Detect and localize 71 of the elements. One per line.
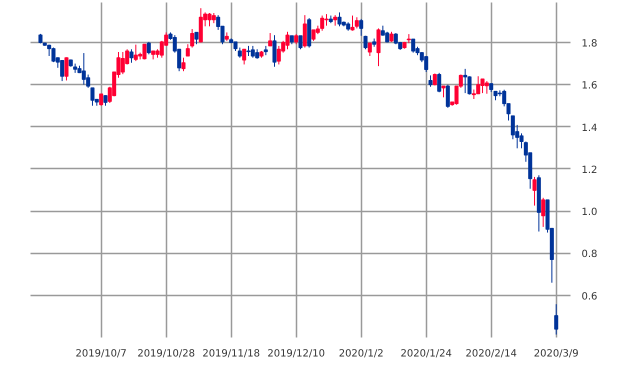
candlestick xyxy=(285,31,290,50)
y-tick-label: 1.4 xyxy=(582,122,598,134)
candlestick xyxy=(82,52,86,86)
candlestick xyxy=(146,41,151,55)
x-tick-label: 2020/2/14 xyxy=(466,348,517,360)
candlestick xyxy=(368,42,372,57)
candlestick xyxy=(246,45,251,57)
candlestick xyxy=(298,35,303,50)
candlestick xyxy=(333,14,338,26)
candlestick xyxy=(532,176,537,206)
y-tick-label: 1.8 xyxy=(582,38,598,50)
candlestick xyxy=(207,12,212,27)
candlestick xyxy=(311,29,316,42)
candlestick xyxy=(302,14,307,48)
candlestick xyxy=(337,12,342,27)
candlestick xyxy=(120,52,125,75)
candlestick xyxy=(276,45,281,65)
y-tick-label: 0.6 xyxy=(582,291,598,302)
x-tick-label: 2019/10/28 xyxy=(137,348,195,360)
candlestick xyxy=(363,35,368,50)
candlestick xyxy=(103,94,108,106)
candlestick xyxy=(484,80,489,94)
candlestick xyxy=(446,84,450,108)
candlestick xyxy=(250,45,255,58)
x-tick-label: 2020/1/24 xyxy=(400,348,452,360)
candlestick xyxy=(242,48,246,65)
candlestick xyxy=(212,12,216,24)
candlestick xyxy=(350,15,355,32)
candlestick xyxy=(463,68,468,94)
candlestick xyxy=(264,45,268,56)
candlestick xyxy=(428,74,433,88)
candlestick xyxy=(233,41,238,52)
candlestick xyxy=(320,15,324,32)
candlestick xyxy=(394,32,398,45)
candlestick xyxy=(354,16,359,29)
candlestick xyxy=(194,32,199,45)
candlestick xyxy=(541,197,546,228)
candlestick xyxy=(442,86,446,98)
candlestick xyxy=(424,56,428,73)
candlestick xyxy=(432,73,437,86)
candlestick xyxy=(272,34,277,68)
candlestick xyxy=(99,93,104,106)
x-tick-label: 2020/3/9 xyxy=(534,348,579,360)
candlestick xyxy=(268,32,272,46)
candlestick xyxy=(134,44,138,62)
candlestick xyxy=(359,18,364,36)
candlestick xyxy=(294,34,298,45)
x-tick-label: 2019/10/7 xyxy=(76,348,127,360)
candlestick xyxy=(142,44,146,60)
x-tick-label: 2020/1/2 xyxy=(338,348,384,360)
candlestick xyxy=(73,63,78,74)
candlestick xyxy=(60,60,64,82)
candlestick xyxy=(376,28,381,67)
y-tick-label: 0.8 xyxy=(582,249,598,260)
candlestick xyxy=(324,14,329,26)
candlestick xyxy=(411,38,416,54)
candlestick xyxy=(181,57,186,72)
y-tick-label: 1.0 xyxy=(582,207,598,218)
candlestick xyxy=(255,48,260,60)
x-tick-label: 2019/12/10 xyxy=(267,348,325,360)
y-tick-label: 1.2 xyxy=(582,164,598,176)
candlestick xyxy=(554,304,558,336)
candlestick xyxy=(437,72,442,93)
candlestick xyxy=(64,56,68,81)
candlestick xyxy=(389,31,394,42)
candlestick xyxy=(406,34,411,44)
candlestick xyxy=(129,48,134,64)
candlestick xyxy=(190,28,194,48)
y-tick-label: 1.6 xyxy=(582,80,598,92)
candlestick xyxy=(238,47,242,58)
x-tick-label: 2019/11/18 xyxy=(202,348,260,360)
